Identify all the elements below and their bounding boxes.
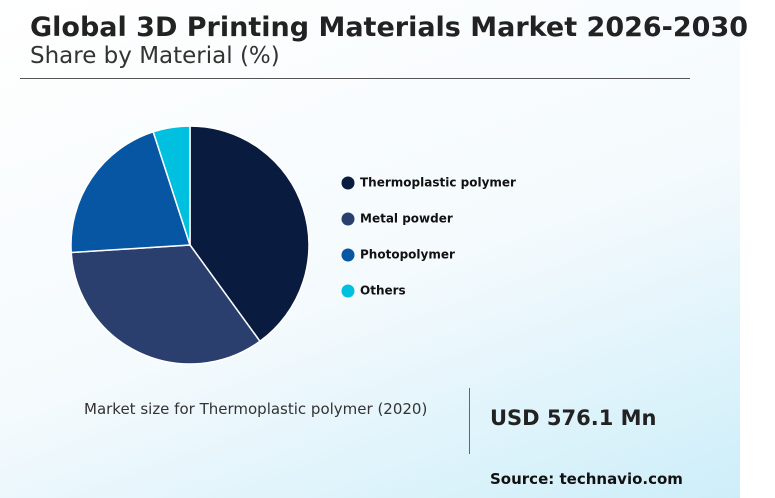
chart-title: Global 3D Printing Materials Market 2026…	[30, 12, 749, 43]
source: Source: technavio.com	[490, 470, 683, 488]
pie-slice	[189, 125, 310, 343]
pie-slice	[70, 130, 192, 254]
legend-marker	[341, 176, 355, 190]
chart: Thermoplastic polymer Metal powder Photopo…	[70, 125, 516, 365]
legend-label: Metal powder	[360, 212, 453, 226]
legend-marker	[341, 284, 355, 298]
chart-subtitle: Share by Material (%)	[30, 43, 280, 69]
pie-slice	[152, 125, 191, 246]
legend-label: Photopolymer	[360, 248, 455, 262]
legend-marker	[341, 212, 355, 226]
stat-value: USD 576.1 Mn	[490, 406, 657, 430]
stat-divider	[469, 388, 470, 454]
stat-label: Market size for Thermoplastic polymer (2…	[84, 400, 428, 418]
divider	[20, 78, 690, 79]
pie-slice	[70, 244, 261, 365]
legend-label: Thermoplastic polymer	[360, 176, 516, 190]
legend-label: Others	[360, 284, 406, 298]
legend-marker	[341, 248, 355, 262]
